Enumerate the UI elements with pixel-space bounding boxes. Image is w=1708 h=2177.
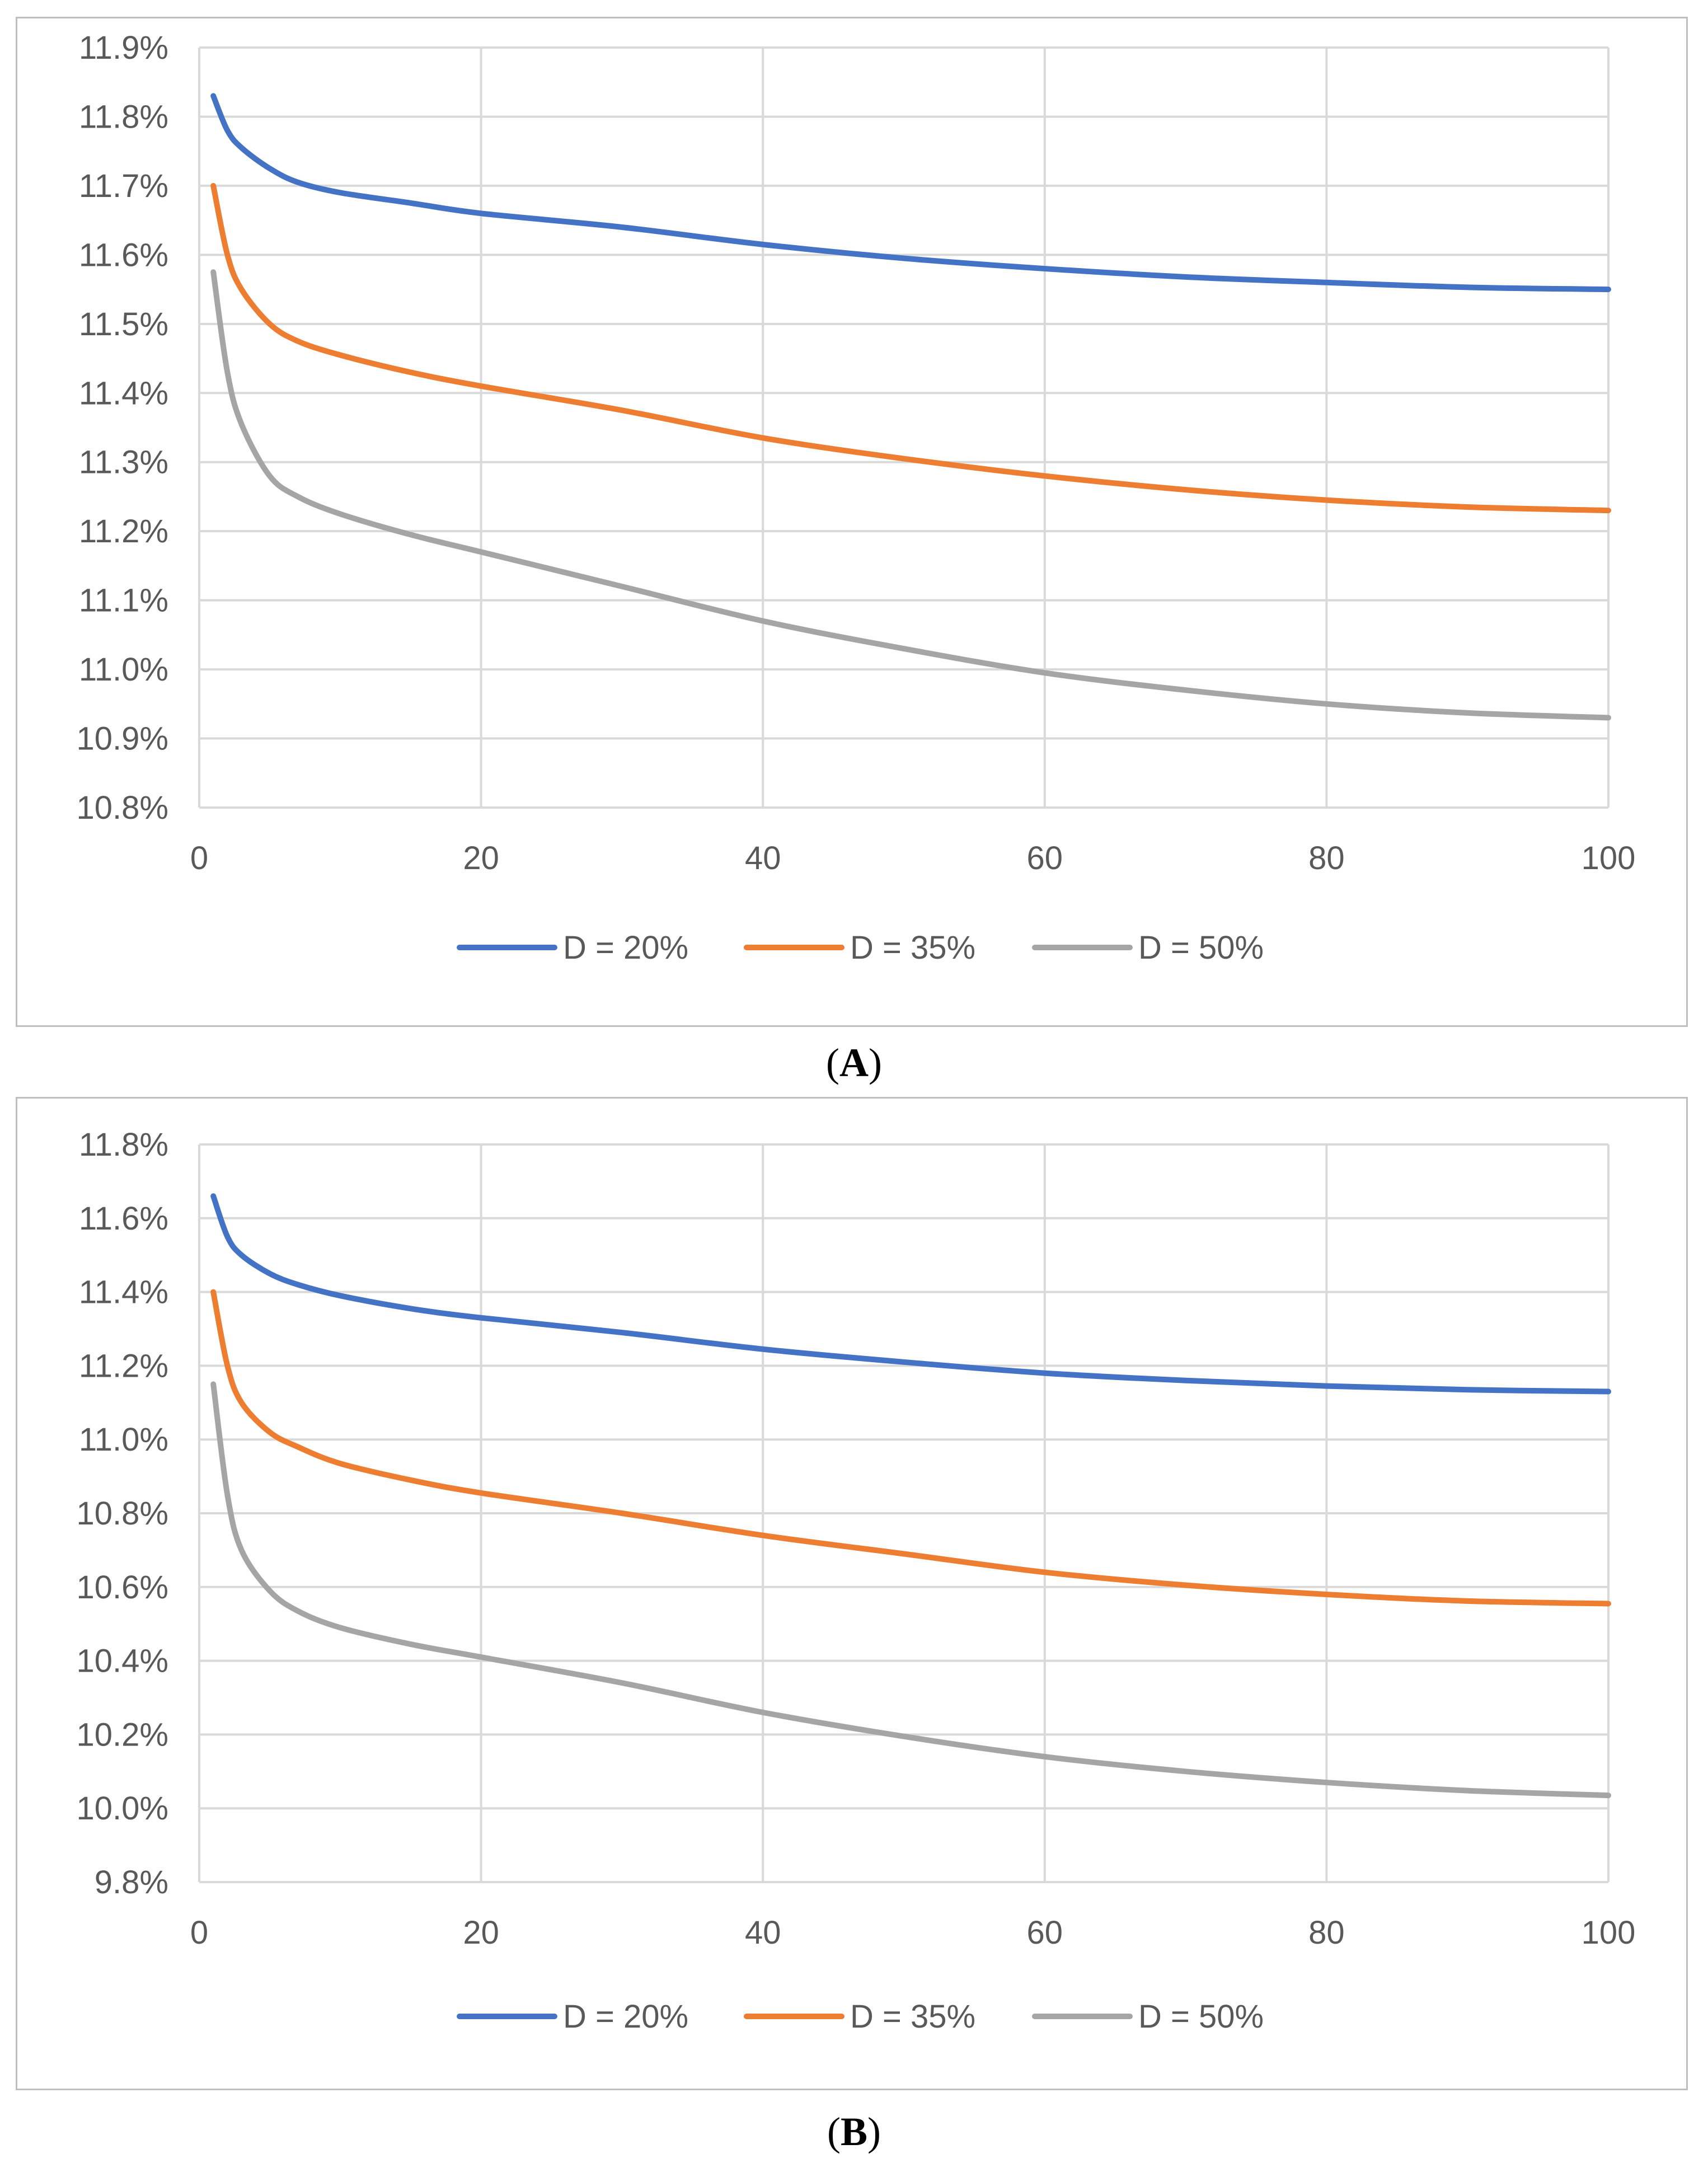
legend-label: D = 20% [563,1998,688,2035]
x-tick-label: 80 [1308,1915,1345,1951]
y-tick-label: 10.9% [77,721,168,757]
legend-label: D = 35% [850,930,975,966]
caption-a: (A) [826,1040,882,1085]
legend-label: D = 35% [850,1998,975,2035]
legend-label: D = 50% [1138,1998,1264,2035]
x-tick-label: 20 [463,840,499,876]
legend-entry: D = 20% [457,930,688,966]
legend-entry: D = 20% [457,1998,688,2035]
y-tick-label: 11.8% [79,98,168,135]
y-tick-label: 10.8% [77,1495,168,1532]
x-tick-label: 40 [745,840,781,876]
x-tick-label: 100 [1582,1915,1636,1951]
legend-entry: D = 50% [1032,930,1264,966]
y-tick-label: 11.5% [79,306,168,342]
series-line-50-a [210,269,1611,721]
line-chart-a: 0 20 40 60 80 100 10.8% 10.9% 11.0% 11.1% 11.2% 11.… [77,30,1636,966]
series-line-35-b [210,1289,1611,1607]
y-tick-label: 10.0% [77,1790,168,1827]
y-tick-label: 11.0% [79,651,168,688]
series-line-35-a [210,182,1611,514]
legend-label: D = 20% [563,930,688,966]
legend-entry: D = 35% [744,1998,975,2035]
y-tick-label: 10.6% [77,1569,168,1606]
y-tick-label: 11.2% [79,513,168,550]
x-tick-label: 60 [1027,840,1063,876]
legend-entry: D = 50% [1032,1998,1264,2035]
y-tick-label: 11.6% [79,237,168,273]
x-tick-label: 20 [463,1915,499,1951]
legend-label: D = 50% [1138,930,1264,966]
y-tick-label: 10.8% [77,790,168,826]
caption-a-label: A [839,1040,869,1085]
series-line-20-a [210,93,1611,293]
line-chart-b: 0 20 40 60 80 100 9.8% 10.0% 10.2% 10.4% 10.6% 10.8… [77,1127,1636,2035]
series-line-50-b [210,1381,1611,1799]
x-tick-label: 100 [1582,840,1636,876]
y-tick-label: 9.8% [95,1864,168,1901]
y-tick-label: 11.1% [79,583,168,619]
y-tick-label: 11.9% [79,30,168,66]
caption-b: (B) [827,2109,881,2154]
y-tick-label: 11.4% [79,1274,168,1311]
caption-b-label: B [840,2109,868,2154]
y-tick-label: 11.6% [79,1200,168,1237]
y-tick-label: 11.0% [79,1421,168,1458]
legend-entry: D = 35% [744,930,975,966]
y-tick-label: 10.2% [77,1716,168,1753]
y-tick-label: 11.8% [79,1127,168,1163]
x-tick-label: 0 [190,840,208,876]
y-tick-label: 10.4% [77,1643,168,1679]
y-tick-label: 11.3% [79,444,168,481]
x-tick-label: 80 [1308,840,1345,876]
series-line-20-b [210,1193,1611,1395]
y-tick-label: 11.7% [79,168,168,204]
y-tick-label: 11.2% [79,1348,168,1384]
chart-panel-b: 0 20 40 60 80 100 9.8% 10.0% 10.2% 10.4% 10.6% 10.8… [16,1097,1688,2090]
x-tick-label: 0 [190,1915,208,1951]
chart-panel-a: 0 20 40 60 80 100 10.8% 10.9% 11.0% 11.1% 11.2% 11.… [16,17,1688,1027]
x-tick-label: 40 [745,1915,781,1951]
x-tick-label: 60 [1027,1915,1063,1951]
y-tick-label: 11.4% [79,375,168,411]
